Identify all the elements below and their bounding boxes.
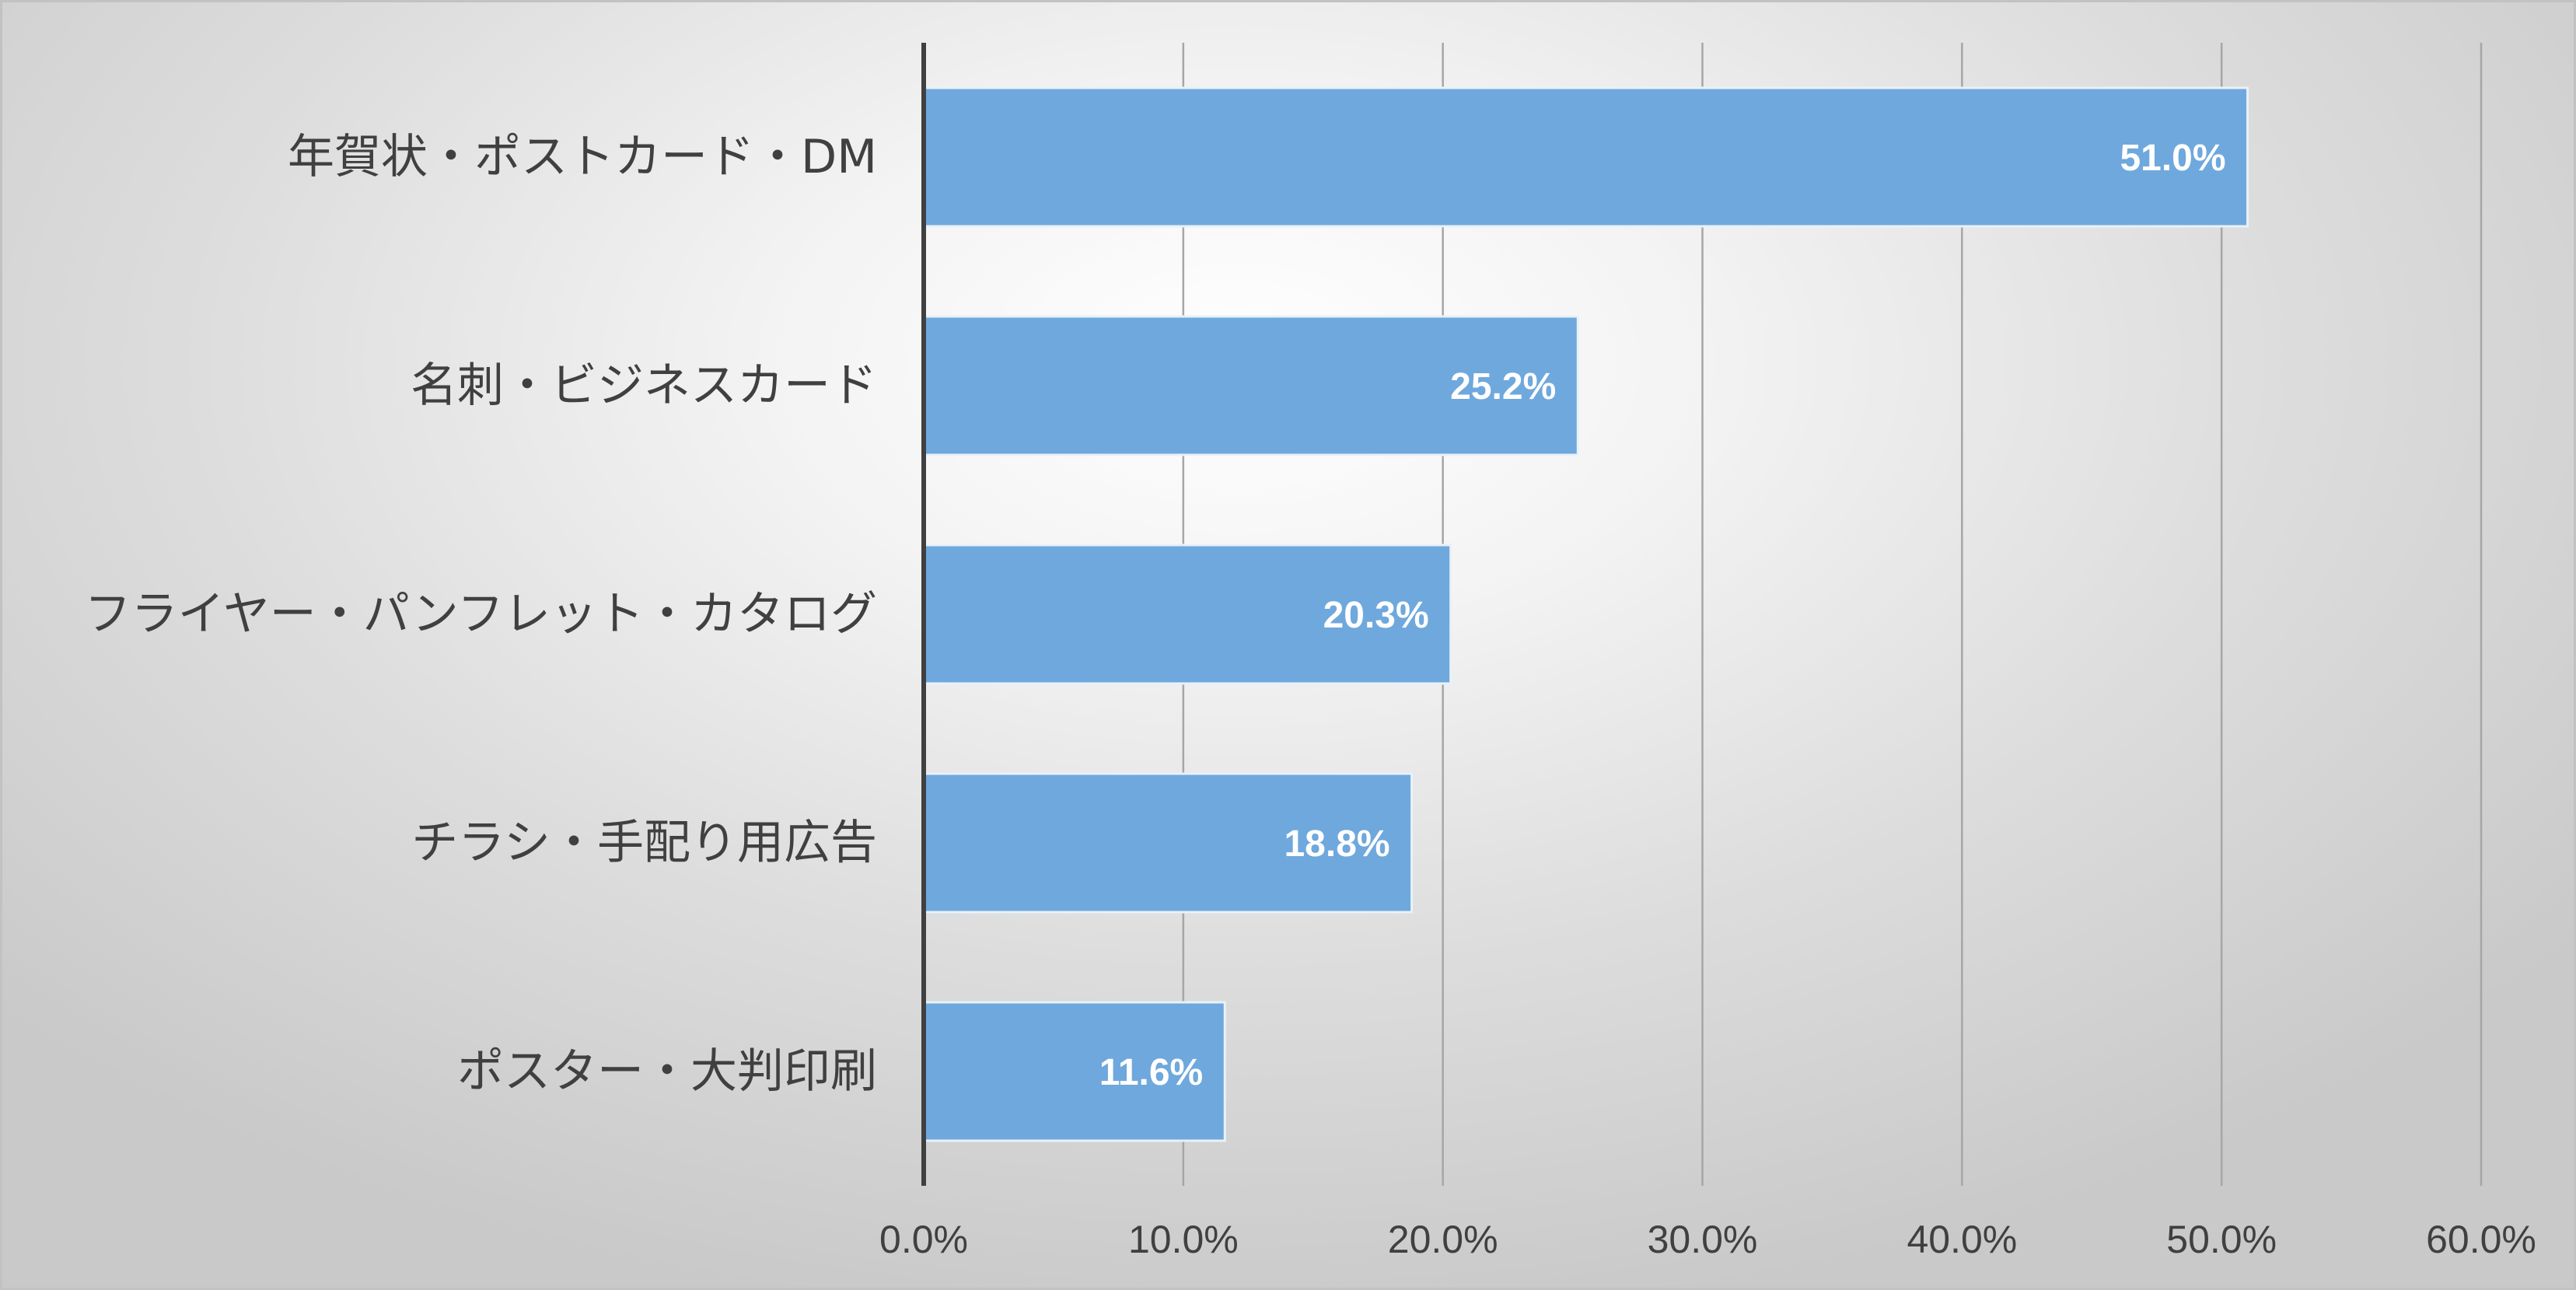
bar [922, 772, 1414, 914]
category-label: ポスター・大判印刷 [457, 1044, 877, 1099]
data-label: 11.6% [1099, 1052, 1203, 1093]
category-label: チラシ・手配り用広告 [411, 816, 877, 870]
category-label: 名刺・ビジネスカード [411, 358, 877, 413]
bar [922, 1001, 1226, 1142]
category-label: 年賀状・ポストカード・DM [288, 130, 877, 184]
x-tick-label: 0.0% [879, 1218, 968, 1261]
bar [922, 315, 1579, 456]
category-label: フライヤー・パンフレット・カタログ [85, 587, 877, 642]
x-tick-label: 50.0% [2166, 1218, 2277, 1261]
bar [922, 86, 2249, 228]
gridlines [1182, 43, 2483, 1186]
x-tick-label: 10.0% [1128, 1218, 1239, 1261]
data-label: 51.0% [2120, 138, 2225, 179]
data-label: 18.8% [1284, 823, 1389, 865]
data-label: 20.3% [1323, 595, 1429, 636]
data-labels: 51.0% 25.2% 20.3% 18.8% 11.6% [1099, 138, 2226, 1093]
data-label: 25.2% [1450, 366, 1556, 407]
x-tick-label: 60.0% [2426, 1218, 2536, 1261]
x-tick-label: 40.0% [1907, 1218, 2017, 1261]
x-tick-label: 20.0% [1388, 1218, 1498, 1261]
x-tick-label: 30.0% [1648, 1218, 1758, 1261]
category-labels: 年賀状・ポストカード・DM 名刺・ビジネスカードフライヤー・パンフレット・カタログ… [85, 130, 877, 1099]
x-tick-labels: 0.0% 10.0% 20.0% 30.0% 40.0% 50.0% 60.0% [879, 1218, 2536, 1261]
bars [922, 86, 2249, 1142]
